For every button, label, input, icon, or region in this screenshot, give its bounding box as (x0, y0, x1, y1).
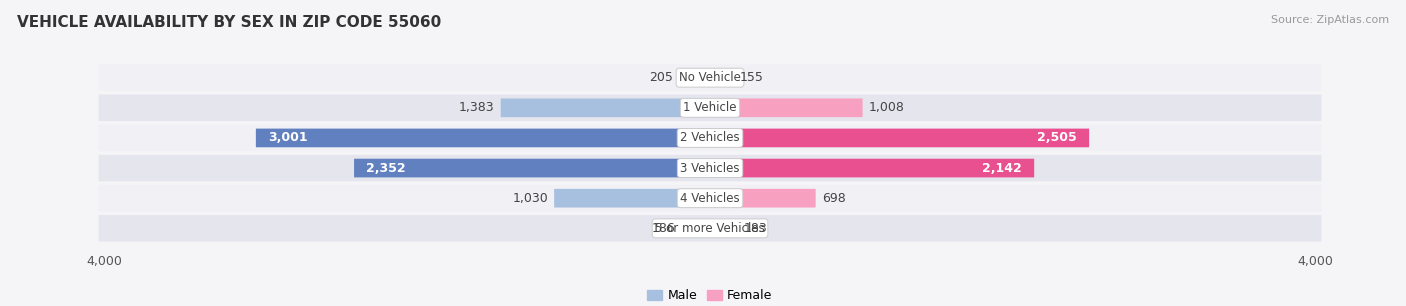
FancyBboxPatch shape (256, 129, 710, 147)
Text: VEHICLE AVAILABILITY BY SEX IN ZIP CODE 55060: VEHICLE AVAILABILITY BY SEX IN ZIP CODE … (17, 15, 441, 30)
FancyBboxPatch shape (98, 95, 1322, 121)
FancyBboxPatch shape (710, 219, 738, 238)
Text: 698: 698 (821, 192, 845, 205)
Legend: Male, Female: Male, Female (643, 284, 778, 306)
Text: 1,030: 1,030 (512, 192, 548, 205)
Text: 2,505: 2,505 (1038, 132, 1077, 144)
Text: 155: 155 (740, 71, 763, 84)
Text: 2,142: 2,142 (983, 162, 1022, 174)
FancyBboxPatch shape (98, 185, 1322, 211)
FancyBboxPatch shape (682, 219, 710, 238)
Text: 2 Vehicles: 2 Vehicles (681, 132, 740, 144)
Text: 1 Vehicle: 1 Vehicle (683, 101, 737, 114)
FancyBboxPatch shape (710, 189, 815, 207)
FancyBboxPatch shape (98, 65, 1322, 91)
Text: 186: 186 (652, 222, 676, 235)
FancyBboxPatch shape (710, 159, 1035, 177)
Text: 2,352: 2,352 (366, 162, 406, 174)
Text: 3 Vehicles: 3 Vehicles (681, 162, 740, 174)
Text: No Vehicle: No Vehicle (679, 71, 741, 84)
FancyBboxPatch shape (554, 189, 710, 207)
Text: 1,383: 1,383 (458, 101, 495, 114)
FancyBboxPatch shape (98, 215, 1322, 241)
Text: 1,008: 1,008 (869, 101, 904, 114)
Text: 4 Vehicles: 4 Vehicles (681, 192, 740, 205)
Text: Source: ZipAtlas.com: Source: ZipAtlas.com (1271, 15, 1389, 25)
FancyBboxPatch shape (710, 68, 734, 87)
Text: 205: 205 (650, 71, 673, 84)
FancyBboxPatch shape (98, 125, 1322, 151)
FancyBboxPatch shape (710, 99, 863, 117)
FancyBboxPatch shape (710, 129, 1090, 147)
Text: 183: 183 (744, 222, 768, 235)
Text: 3,001: 3,001 (269, 132, 308, 144)
FancyBboxPatch shape (501, 99, 710, 117)
FancyBboxPatch shape (679, 68, 710, 87)
FancyBboxPatch shape (354, 159, 710, 177)
FancyBboxPatch shape (98, 155, 1322, 181)
Text: 5 or more Vehicles: 5 or more Vehicles (655, 222, 765, 235)
